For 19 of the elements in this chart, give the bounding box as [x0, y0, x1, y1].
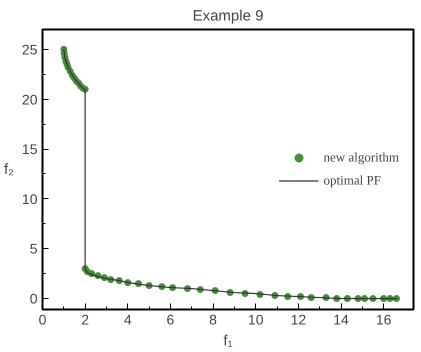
- y-tick-label: 5: [30, 240, 38, 257]
- y-tick-label: 20: [22, 91, 38, 108]
- chart-title: Example 9: [192, 8, 264, 24]
- y-tick-label: 25: [22, 41, 38, 58]
- x-tick-label: 6: [166, 312, 175, 328]
- x-tick-label: 14: [333, 312, 350, 328]
- x-axis-title: f₁: [223, 332, 233, 350]
- y-tick-label: 15: [22, 141, 38, 158]
- y-tick-label: 10: [22, 190, 38, 207]
- x-tick-label: 2: [81, 312, 90, 328]
- x-tick-label: 4: [124, 312, 132, 328]
- x-tick-label: 10: [248, 312, 264, 328]
- legend-label: new algorithm: [324, 150, 399, 166]
- x-tick-label: 16: [376, 312, 392, 328]
- y-tick-label: 0: [30, 290, 38, 307]
- y-axis-title: f₂: [4, 161, 14, 178]
- x-tick-label: 8: [209, 312, 218, 328]
- x-tick-label: 12: [290, 312, 306, 328]
- legend-label: optimal PF: [324, 172, 381, 188]
